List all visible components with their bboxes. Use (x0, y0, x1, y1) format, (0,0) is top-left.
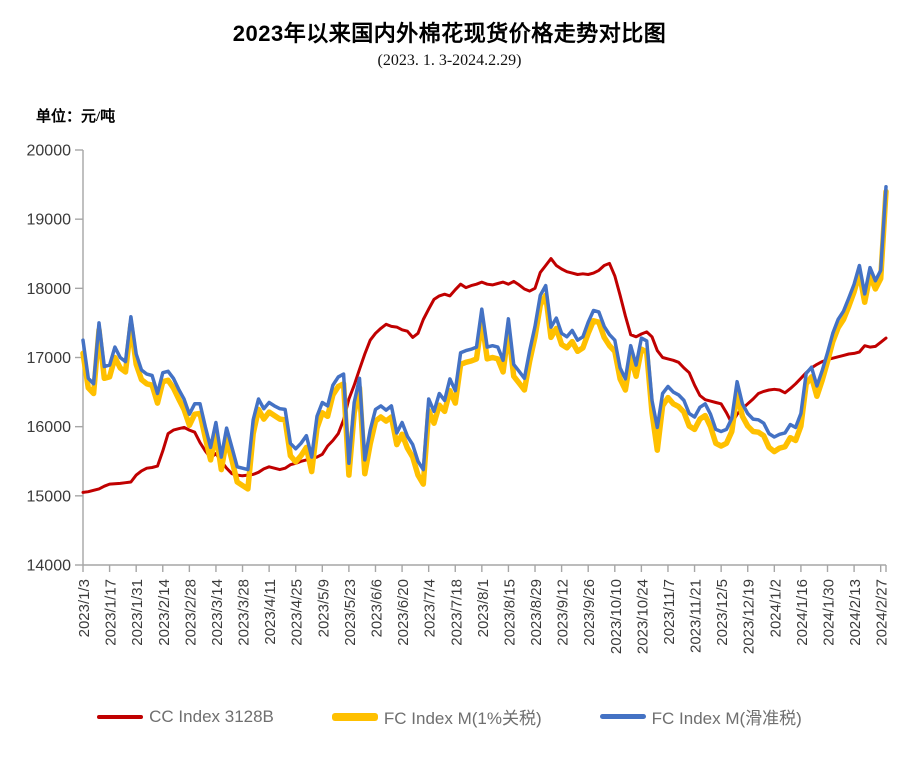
legend-label-1: FC Index M(1%关税) (383, 709, 542, 728)
y-tick-label: 16000 (27, 419, 72, 436)
x-tick-label: 2024/2/13 (847, 579, 864, 646)
x-tick-label: 2024/1/30 (821, 579, 838, 646)
x-tick-label: 2023/1/31 (129, 579, 146, 646)
series-line-2 (81, 184, 888, 472)
x-tick-label: 2023/1/17 (103, 579, 120, 646)
x-tick-label: 2023/1/3 (76, 579, 93, 637)
y-axis-unit-label: 单位：元/吨 (36, 109, 116, 125)
y-tick-label: 14000 (27, 558, 72, 575)
chart-subtitle: (2023. 1. 3-2024.2.29) (377, 52, 522, 69)
x-tick-label: 2023/8/29 (528, 579, 545, 646)
x-tick-label: 2023/4/25 (289, 579, 306, 646)
x-tick-label: 2023/6/20 (395, 579, 412, 646)
x-tick-label: 2024/1/2 (767, 579, 784, 637)
x-tick-label: 2024/2/27 (874, 579, 891, 646)
x-tick-label: 2023/10/24 (634, 579, 651, 654)
legend-item-1: FC Index M(1%关税) (331, 704, 542, 729)
x-tick-label: 2023/3/28 (236, 579, 253, 646)
y-tick-label: 18000 (27, 281, 72, 298)
legend-swatch-0 (97, 714, 144, 719)
x-tick-label: 2023/11/21 (688, 579, 705, 653)
x-tick-label: 2023/12/5 (714, 579, 731, 646)
y-tick-label: 17000 (27, 350, 72, 367)
series-line-0 (81, 257, 888, 494)
x-tick-label: 2023/4/11 (262, 579, 279, 645)
legend-item-0: CC Index 3128B (97, 707, 274, 727)
y-tick-label: 20000 (27, 143, 72, 160)
legend-label-2: FC Index M(滑准税) (651, 709, 802, 728)
x-tick-label: 2023/6/6 (368, 579, 385, 637)
x-tick-label: 2023/2/14 (156, 579, 173, 646)
y-tick-label: 15000 (27, 488, 72, 505)
x-tick-label: 2023/9/12 (555, 579, 572, 646)
x-tick-label: 2023/11/7 (661, 579, 678, 645)
x-tick-label: 2023/3/14 (209, 579, 226, 646)
chart-legend: CC Index 3128B FC Index M(1%关税) FC Index M… (0, 704, 899, 729)
legend-swatch-1 (331, 712, 378, 721)
chart-title: 2023年以来国内外棉花现货价格走势对比图 (232, 21, 667, 46)
x-tick-label: 2023/7/4 (422, 579, 439, 637)
x-tick-label: 2023/8/1 (475, 579, 492, 637)
x-tick-label: 2023/9/26 (581, 579, 598, 646)
legend-label-0: CC Index 3128B (149, 706, 274, 726)
legend-item-2: FC Index M(滑准税) (599, 704, 802, 729)
x-tick-label: 2024/1/16 (794, 579, 811, 646)
x-tick-label: 2023/5/9 (315, 579, 332, 637)
x-tick-label: 2023/7/18 (448, 579, 465, 646)
x-tick-label: 2023/2/28 (182, 579, 199, 646)
x-tick-label: 2023/5/23 (342, 579, 359, 646)
x-tick-label: 2023/8/15 (501, 579, 518, 646)
x-tick-label: 2023/10/10 (608, 579, 625, 654)
legend-swatch-2 (599, 714, 646, 719)
y-tick-label: 19000 (27, 212, 72, 229)
x-tick-label: 2023/12/19 (741, 579, 758, 654)
